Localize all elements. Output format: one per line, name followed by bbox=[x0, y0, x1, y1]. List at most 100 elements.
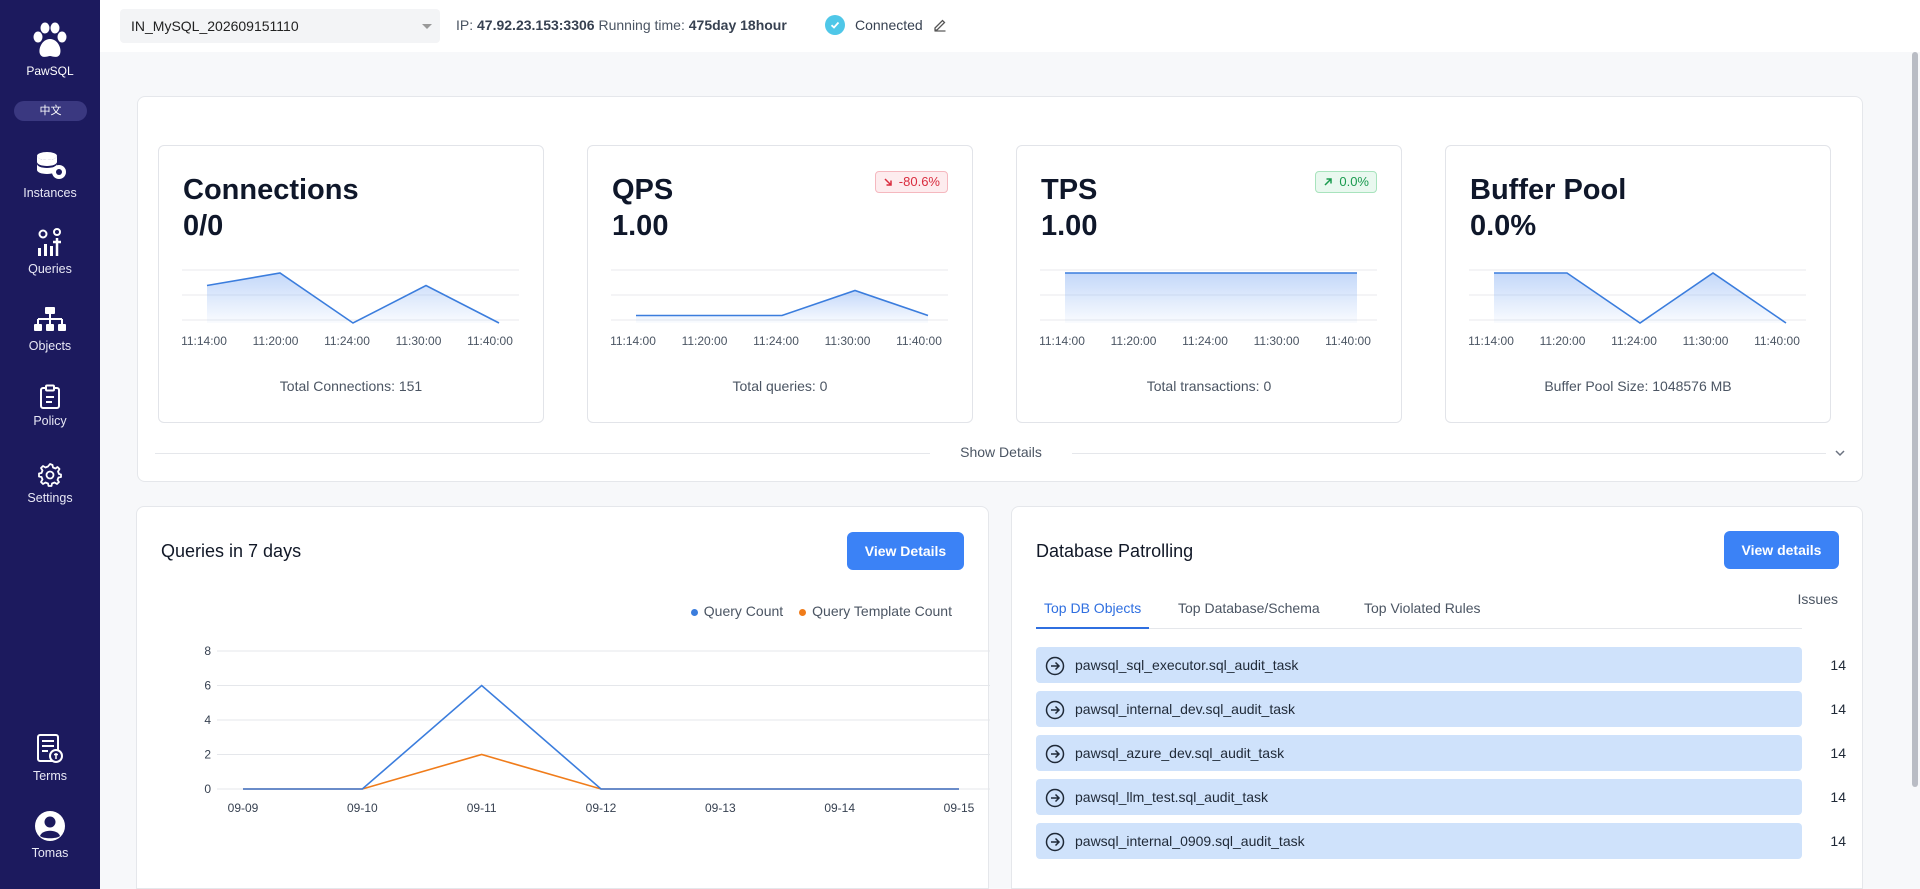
instance-select[interactable]: IN_MySQL_202609151110 bbox=[120, 9, 440, 43]
metric-footer: Total transactions: 0 bbox=[1146, 378, 1272, 394]
metric-card-connections: Connections 0/0 11:14:00 11:20:00 11:24:00… bbox=[158, 145, 544, 423]
running-time-label: Running time: bbox=[598, 17, 685, 33]
x-tick-label: 11:20:00 bbox=[682, 334, 728, 348]
divider bbox=[1072, 453, 1826, 454]
patrol-panel: Database Patrolling View details Top DB … bbox=[1011, 506, 1863, 889]
hierarchy-icon bbox=[34, 307, 66, 331]
patrol-object-name: pawsql_internal_0909.sql_audit_task bbox=[1075, 833, 1305, 849]
sidebar-item-label: Tomas bbox=[31, 846, 69, 860]
x-tick-label: 09-13 bbox=[705, 801, 736, 815]
x-tick-label: 11:30:00 bbox=[825, 334, 871, 348]
tab-top-db-objects[interactable]: Top DB Objects bbox=[1036, 587, 1150, 629]
arrow-right-circle-icon bbox=[1045, 744, 1065, 764]
patrol-object-name: pawsql_llm_test.sql_audit_task bbox=[1075, 789, 1268, 805]
gear-icon bbox=[38, 463, 62, 487]
arrow-right-circle-icon bbox=[1045, 832, 1065, 852]
x-tick-label: 11:14:00 bbox=[1468, 334, 1514, 348]
page-scrollbar[interactable] bbox=[1912, 52, 1918, 787]
tab-top-violated-rules[interactable]: Top Violated Rules bbox=[1364, 600, 1481, 616]
legend-item[interactable]: Query Template Count bbox=[799, 603, 952, 619]
arrow-down-right-icon bbox=[884, 178, 892, 186]
legend-dot bbox=[690, 608, 698, 616]
legend-item[interactable]: Query Count bbox=[690, 603, 783, 619]
sidebar-item-label: Instances bbox=[23, 186, 77, 200]
x-tick-label: 09-11 bbox=[467, 801, 497, 815]
patrol-object-row[interactable]: pawsql_llm_test.sql_audit_task bbox=[1036, 779, 1802, 815]
x-tick-label: 11:40:00 bbox=[467, 334, 513, 348]
series-line bbox=[243, 684, 959, 790]
x-tick-label: 11:20:00 bbox=[1540, 334, 1586, 348]
app-name: PawSQL bbox=[26, 64, 74, 78]
x-tick-label: 11:20:00 bbox=[1111, 334, 1157, 348]
sidebar-item-label: Policy bbox=[33, 414, 67, 428]
metric-value: 1.00 bbox=[1041, 210, 1098, 242]
patrol-object-name: pawsql_sql_executor.sql_audit_task bbox=[1075, 657, 1299, 673]
metric-value: 0/0 bbox=[183, 210, 224, 242]
language-toggle[interactable]: 中文 bbox=[14, 101, 87, 121]
x-tick-label: 11:24:00 bbox=[1611, 334, 1657, 348]
arrow-right-circle-icon bbox=[1045, 656, 1065, 676]
x-tick-label: 11:24:00 bbox=[753, 334, 799, 348]
series-area bbox=[1494, 273, 1786, 323]
chart-legend: Query Count Query Template Count bbox=[690, 603, 952, 619]
app-logo[interactable]: PawSQL bbox=[0, 22, 100, 78]
connection-status-text: Connected bbox=[855, 17, 923, 33]
queries-panel: Queries in 7 days View Details Query Cou… bbox=[136, 506, 990, 889]
trend-badge: 0.0% bbox=[1315, 171, 1377, 193]
trend-badge: -80.6% bbox=[874, 171, 948, 193]
metric-footer: Buffer Pool Size: 1048576 MB bbox=[1544, 378, 1732, 394]
tab-top-database-schema[interactable]: Top Database/Schema bbox=[1178, 600, 1320, 616]
y-tick-label: 2 bbox=[204, 748, 211, 762]
view-details-button[interactable]: View details bbox=[1724, 531, 1839, 569]
patrol-object-row[interactable]: pawsql_internal_0909.sql_audit_task bbox=[1036, 823, 1802, 859]
y-tick-label: 0 bbox=[204, 782, 211, 796]
sidebar-item-instances[interactable]: Instances bbox=[0, 150, 100, 200]
patrol-object-row[interactable]: pawsql_internal_dev.sql_audit_task bbox=[1036, 691, 1802, 727]
x-tick-label: 11:40:00 bbox=[1325, 334, 1371, 348]
x-tick-label: 11:40:00 bbox=[896, 334, 942, 348]
queries-line-chart: 0 2 4 6 8 09-09 09-10 09-11 09-12 09-13 09-14 09-15 bbox=[204, 644, 990, 815]
sidebar-item-queries[interactable]: Queries bbox=[0, 226, 100, 276]
chevron-down-icon[interactable] bbox=[1833, 446, 1847, 460]
sidebar-item-policy[interactable]: Policy bbox=[0, 384, 100, 428]
issue-count: 14 bbox=[1830, 657, 1846, 673]
instance-info: IP: 47.92.23.153:3306 Running time: 475d… bbox=[456, 17, 787, 33]
sidebar-item-label: Settings bbox=[27, 491, 73, 505]
sidebar-item-settings[interactable]: Settings bbox=[0, 461, 100, 505]
metrics-panel: Connections 0/0 11:14:00 11:20:00 11:24:00… bbox=[137, 96, 1863, 482]
edit-icon[interactable] bbox=[933, 18, 947, 32]
issues-column-header: Issues bbox=[1797, 591, 1838, 607]
metric-title: QPS bbox=[612, 174, 674, 206]
sidebar-item-user[interactable]: Tomas bbox=[0, 810, 100, 860]
x-tick-label: 09-15 bbox=[944, 801, 975, 815]
x-tick-label: 11:14:00 bbox=[610, 334, 656, 348]
patrol-object-name: pawsql_azure_dev.sql_audit_task bbox=[1075, 745, 1285, 761]
arrow-right-circle-icon bbox=[1045, 788, 1065, 808]
metric-card-buffer-pool: Buffer Pool 0.0% 11:14:00 11:20:00 11:24:0… bbox=[1445, 145, 1831, 423]
patrol-object-row[interactable]: pawsql_sql_executor.sql_audit_task bbox=[1036, 647, 1802, 683]
caret-down-icon bbox=[422, 24, 432, 29]
issue-count: 14 bbox=[1830, 701, 1846, 717]
check-circle-icon bbox=[825, 15, 845, 35]
sidebar-item-objects[interactable]: Objects bbox=[0, 305, 100, 353]
metric-title: Buffer Pool bbox=[1470, 174, 1627, 206]
x-tick-label: 09-14 bbox=[824, 801, 855, 815]
panel-title: Database Patrolling bbox=[1036, 541, 1194, 561]
show-details-label: Show Details bbox=[960, 444, 1042, 460]
y-tick-label: 4 bbox=[204, 713, 211, 727]
ip-value: 47.92.23.153:3306 bbox=[477, 17, 595, 33]
series-area bbox=[1065, 273, 1357, 323]
show-details-toggle[interactable]: Show Details bbox=[155, 443, 1847, 463]
view-details-button[interactable]: View Details bbox=[847, 532, 964, 570]
y-tick-label: 6 bbox=[204, 679, 211, 693]
top-bar: IN_MySQL_202609151110 IP: 47.92.23.153:3… bbox=[100, 0, 1920, 52]
instance-select-value: IN_MySQL_202609151110 bbox=[131, 18, 299, 34]
series-area bbox=[207, 273, 499, 323]
issue-count: 14 bbox=[1830, 745, 1846, 761]
arrow-right-circle-icon bbox=[1045, 700, 1065, 720]
patrol-object-row[interactable]: pawsql_azure_dev.sql_audit_task bbox=[1036, 735, 1802, 771]
sidebar-item-label: Queries bbox=[28, 262, 72, 276]
x-tick-label: 11:14:00 bbox=[1039, 334, 1085, 348]
ip-label: IP: bbox=[456, 17, 474, 33]
sidebar-item-terms[interactable]: Terms bbox=[0, 733, 100, 783]
